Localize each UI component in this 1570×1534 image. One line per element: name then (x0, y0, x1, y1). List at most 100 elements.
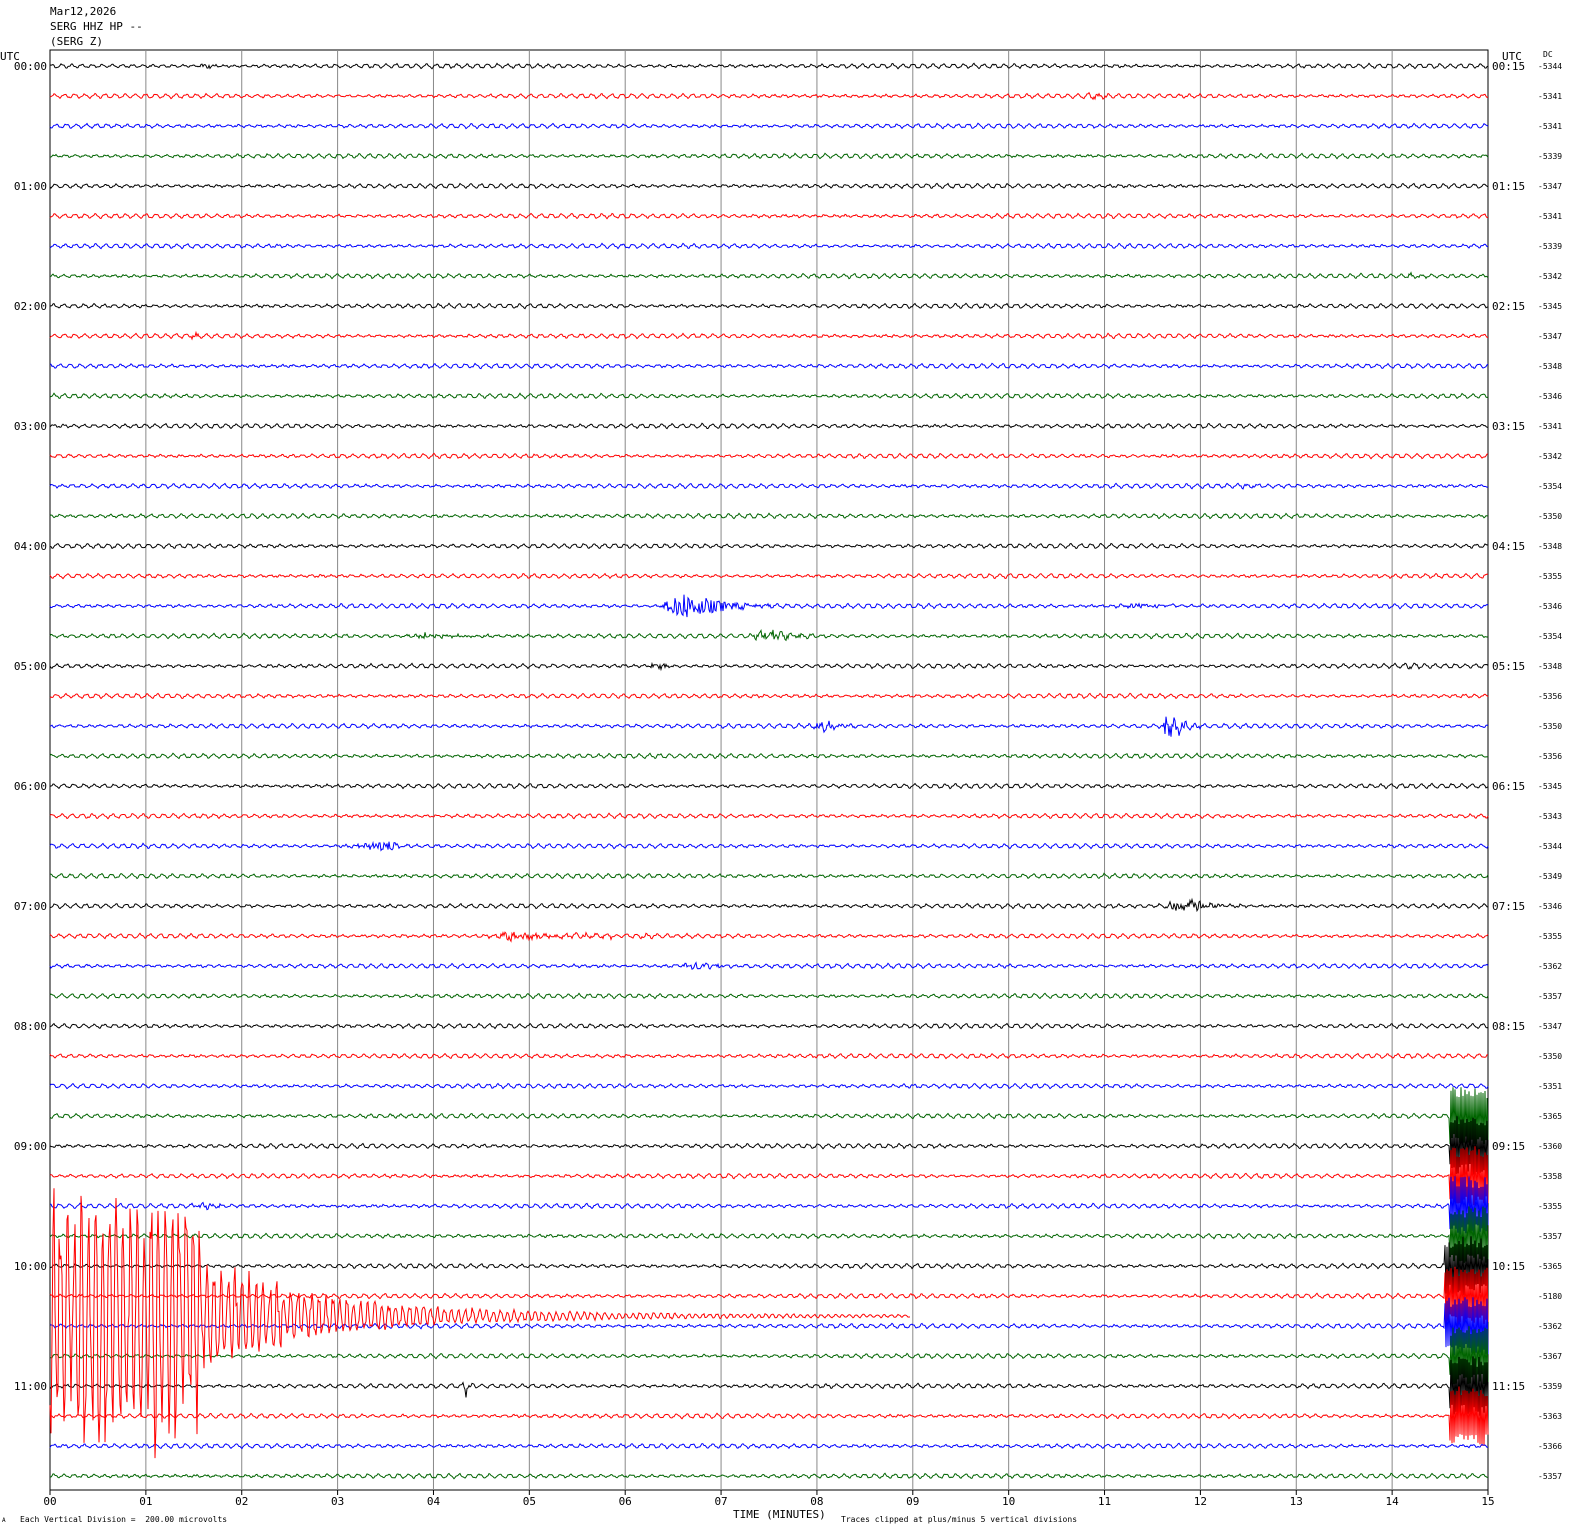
trace-row (49, 1206, 1489, 1266)
dc-offset-label: -5348 (1538, 662, 1562, 671)
plot-frame (49, 49, 1489, 1491)
trace-row (49, 152, 1489, 160)
dc-offset-label: -5357 (1538, 1232, 1562, 1241)
dc-offset-label: -5351 (1538, 1082, 1562, 1091)
dc-offset-label: -5350 (1538, 722, 1562, 731)
trace-row (49, 362, 1489, 370)
trace-row (49, 594, 1489, 618)
trace-row (49, 302, 1488, 310)
dc-offset-label: -5354 (1538, 482, 1562, 491)
dc-offset-label: -5345 (1538, 782, 1562, 791)
trace-row (49, 1022, 1489, 1030)
trace-row (49, 452, 1489, 460)
trace-row (49, 271, 1489, 280)
trace-row (49, 1356, 1489, 1416)
trace-row (49, 1082, 1489, 1090)
x-tick-label: 04 (427, 1495, 441, 1508)
trace-row (49, 182, 1489, 190)
dc-offset-label: -5347 (1538, 1022, 1562, 1031)
trace-row (49, 122, 1489, 130)
dc-offset-label: -5357 (1538, 1472, 1562, 1481)
dc-offset-label: -5362 (1538, 1322, 1562, 1331)
dc-offset-label: -5357 (1538, 992, 1562, 1001)
dc-offset-label: -5356 (1538, 692, 1562, 701)
dc-offset-label: -5346 (1538, 902, 1562, 911)
left-hour-label: 11:00 (14, 1380, 47, 1393)
left-hour-label: 07:00 (14, 900, 47, 913)
trace-layer (49, 62, 1489, 1480)
dc-offset-label: -5339 (1538, 242, 1562, 251)
scale-note: Each Vertical Division = 200.00 microvol… (20, 1515, 228, 1524)
trace-row (49, 1176, 1489, 1236)
right-hour-label: 04:15 (1492, 540, 1525, 553)
left-hour-label: 02:00 (14, 300, 47, 313)
x-tick-label: 08 (810, 1495, 823, 1508)
trace-row (49, 422, 1488, 430)
trace-row (49, 482, 1489, 490)
left-hour-label: 03:00 (14, 420, 47, 433)
dc-offset-label: -5341 (1538, 122, 1562, 131)
right-hour-label: 11:15 (1492, 1380, 1525, 1393)
dc-offset-label: -5348 (1538, 542, 1562, 551)
left-axis-title: UTC (0, 50, 20, 63)
right-hour-label: 07:15 (1492, 900, 1525, 913)
trace-row (49, 897, 1489, 913)
dc-offset-label: -5355 (1538, 572, 1562, 581)
x-tick-label: 09 (906, 1495, 919, 1508)
dc-offset-label: -5360 (1538, 1142, 1562, 1151)
trace-row (49, 840, 1489, 852)
dc-offset-label: -5349 (1538, 872, 1562, 881)
trace-row (49, 992, 1489, 1000)
dc-offset-label: -5350 (1538, 512, 1562, 521)
right-axis-title: UTC (1502, 50, 1522, 63)
dc-offset-label: -5358 (1538, 1172, 1562, 1181)
dc-offset-label: -5342 (1538, 452, 1562, 461)
right-hour-label: 01:15 (1492, 180, 1525, 193)
trace-row (49, 1236, 1489, 1296)
station-label: SERG HHZ HP -- (50, 20, 143, 33)
x-tick-label: 03 (331, 1495, 344, 1508)
dc-offset-label: -5341 (1538, 422, 1562, 431)
dc-title: DC (1543, 50, 1553, 59)
dc-offset-label: -5363 (1538, 1412, 1562, 1421)
clip-note: Traces clipped at plus/minus 5 vertical … (841, 1515, 1078, 1524)
right-hour-label: 09:15 (1492, 1140, 1525, 1153)
trace-row (49, 692, 1489, 700)
x-tick-label: 05 (523, 1495, 536, 1508)
trace-row (49, 512, 1489, 520)
trace-row (49, 572, 1489, 580)
trace-row (49, 782, 1489, 790)
trace-row (50, 1472, 1489, 1480)
trace-row (49, 661, 1489, 672)
date-label: Mar12,2026 (50, 5, 117, 18)
trace-row (49, 62, 1489, 70)
left-hour-label: 04:00 (14, 540, 47, 553)
dc-offset-label: -5359 (1538, 1382, 1562, 1391)
dc-offset-label: -5354 (1538, 632, 1562, 641)
right-hour-label: 08:15 (1492, 1020, 1525, 1033)
right-hour-label: 06:15 (1492, 780, 1525, 793)
dc-offset-label: -5350 (1538, 1052, 1562, 1061)
dc-offset-label: -5362 (1538, 962, 1562, 971)
earthquake-waveform (49, 1188, 910, 1459)
left-hour-label: 08:00 (14, 1020, 47, 1033)
left-hour-label: 09:00 (14, 1140, 47, 1153)
x-tick-label: 01 (139, 1495, 152, 1508)
x-tick-label: 07 (714, 1495, 727, 1508)
trace-row (49, 931, 1489, 943)
trace-row (49, 1116, 1489, 1176)
trace-row (49, 1297, 1489, 1356)
trace-row (49, 91, 1489, 101)
trace-row (50, 872, 1489, 880)
left-hour-label: 00:00 (14, 60, 47, 73)
x-axis-title: TIME (MINUTES) (733, 1508, 826, 1521)
dc-offset-label: -5341 (1538, 212, 1562, 221)
trace-row (49, 1326, 1489, 1386)
trace-row (49, 716, 1489, 737)
x-tick-label: 13 (1290, 1495, 1303, 1508)
dc-offset-label: -5180 (1538, 1292, 1562, 1301)
x-tick-label: 06 (619, 1495, 632, 1508)
dc-offset-label: -5346 (1538, 392, 1562, 401)
right-hour-label: 05:15 (1492, 660, 1525, 673)
